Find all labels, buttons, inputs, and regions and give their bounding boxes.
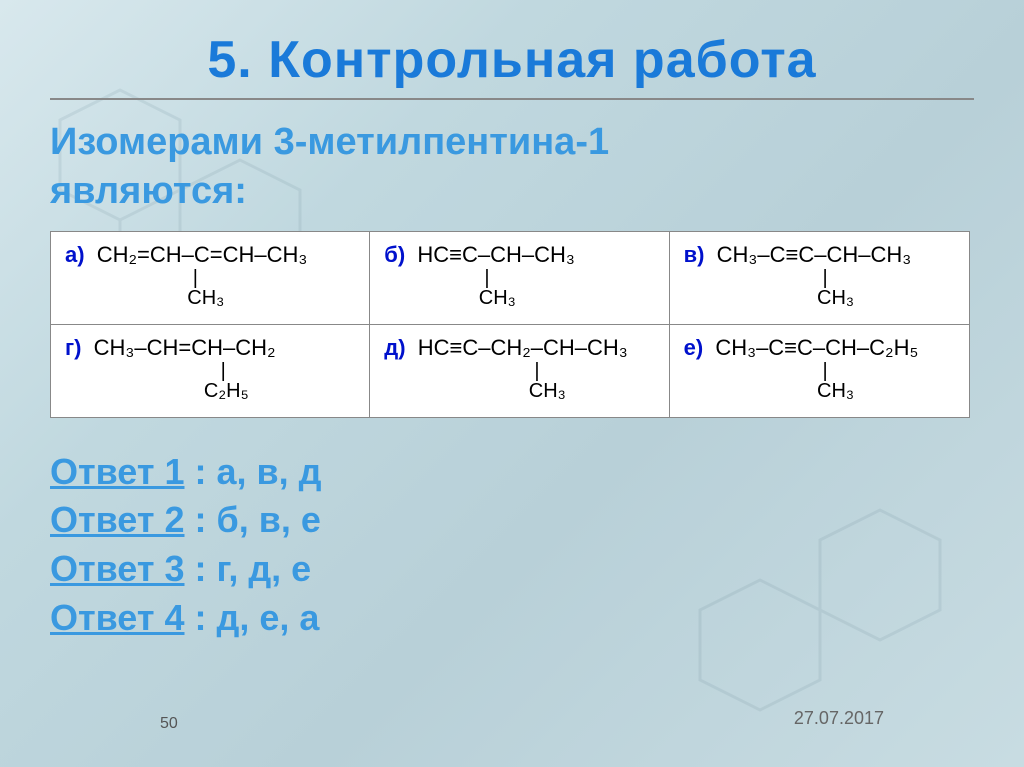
formula-table: а) CH₂=CH–C=CH–CH₃ | CH₃ б) HC≡C–CH–CH₃ … bbox=[50, 231, 970, 418]
slide-title: 5. Контрольная работа bbox=[50, 30, 974, 90]
slide: 5. Контрольная работа Изомерами 3-метилп… bbox=[0, 0, 1024, 767]
date-footer: 27.07.2017 bbox=[794, 708, 884, 729]
formula-bond-d: | bbox=[384, 361, 539, 381]
formula-main-d: HC≡C–CH₂–CH–CH₃ bbox=[418, 335, 628, 360]
formula-cell-g: г) CH₃–CH=CH–CH₂ | C₂H₅ bbox=[51, 325, 370, 417]
answer-4-label: Ответ 4 bbox=[50, 597, 185, 638]
formula-cell-b: б) HC≡C–CH–CH₃ | CH₃ bbox=[370, 232, 669, 324]
answer-4: Ответ 4 : д, е, а bbox=[50, 594, 974, 643]
formula-branch-a: CH₃ bbox=[65, 288, 224, 308]
formula-label-e: е) bbox=[684, 335, 704, 360]
formula-label-d: д) bbox=[384, 335, 405, 360]
answer-2-choices: : б, в, е bbox=[185, 499, 321, 540]
formula-row-1: а) CH₂=CH–C=CH–CH₃ | CH₃ б) HC≡C–CH–CH₃ … bbox=[51, 232, 969, 325]
answer-2-label: Ответ 2 bbox=[50, 499, 185, 540]
formula-main-g: CH₃–CH=CH–CH₂ bbox=[94, 335, 276, 360]
formula-cell-v: в) CH₃–C≡C–CH–CH₃ | CH₃ bbox=[670, 232, 969, 324]
formula-bond-g: | bbox=[65, 361, 226, 381]
answer-1-choices: : а, в, д bbox=[185, 451, 322, 492]
answer-3-choices: : г, д, е bbox=[185, 548, 312, 589]
answer-4-choices: : д, е, а bbox=[185, 597, 320, 638]
formula-main-b: HC≡C–CH–CH₃ bbox=[417, 242, 574, 267]
formula-label-v: в) bbox=[684, 242, 705, 267]
formula-row-2: г) CH₃–CH=CH–CH₂ | C₂H₅ д) HC≡C–CH₂–CH–C… bbox=[51, 325, 969, 417]
answer-1: Ответ 1 : а, в, д bbox=[50, 448, 974, 497]
formula-branch-b: CH₃ bbox=[384, 288, 516, 308]
formula-main-e: CH₃–C≡C–CH–C₂H₅ bbox=[715, 335, 918, 360]
question-text: Изомерами 3-метилпентина-1 являются: bbox=[50, 118, 974, 217]
title-divider bbox=[50, 98, 974, 100]
formula-label-b: б) bbox=[384, 242, 405, 267]
formula-bond-v: | bbox=[684, 268, 828, 288]
formula-cell-d: д) HC≡C–CH₂–CH–CH₃ | CH₃ bbox=[370, 325, 669, 417]
answer-list: Ответ 1 : а, в, д Ответ 2 : б, в, е Отве… bbox=[50, 448, 974, 642]
answer-3-label: Ответ 3 bbox=[50, 548, 185, 589]
formula-branch-d: CH₃ bbox=[384, 381, 566, 401]
formula-cell-a: а) CH₂=CH–C=CH–CH₃ | CH₃ bbox=[51, 232, 370, 324]
formula-branch-g: C₂H₅ bbox=[65, 381, 249, 401]
question-line-1: Изомерами 3-метилпентина-1 bbox=[50, 121, 609, 163]
formula-bond-e: | bbox=[684, 361, 828, 381]
answer-3: Ответ 3 : г, д, е bbox=[50, 545, 974, 594]
answer-2: Ответ 2 : б, в, е bbox=[50, 496, 974, 545]
formula-bond-b: | bbox=[384, 268, 489, 288]
formula-main-v: CH₃–C≡C–CH–CH₃ bbox=[717, 242, 912, 267]
formula-branch-v: CH₃ bbox=[684, 288, 854, 308]
formula-main-a: CH₂=CH–C=CH–CH₃ bbox=[97, 242, 308, 267]
formula-label-g: г) bbox=[65, 335, 82, 360]
formula-label-a: а) bbox=[65, 242, 85, 267]
slide-number: 50 bbox=[160, 715, 178, 733]
formula-branch-e: CH₃ bbox=[684, 381, 854, 401]
formula-cell-e: е) CH₃–C≡C–CH–C₂H₅ | CH₃ bbox=[670, 325, 969, 417]
formula-bond-a: | bbox=[65, 268, 198, 288]
answer-1-label: Ответ 1 bbox=[50, 451, 185, 492]
question-line-2: являются: bbox=[50, 170, 247, 212]
